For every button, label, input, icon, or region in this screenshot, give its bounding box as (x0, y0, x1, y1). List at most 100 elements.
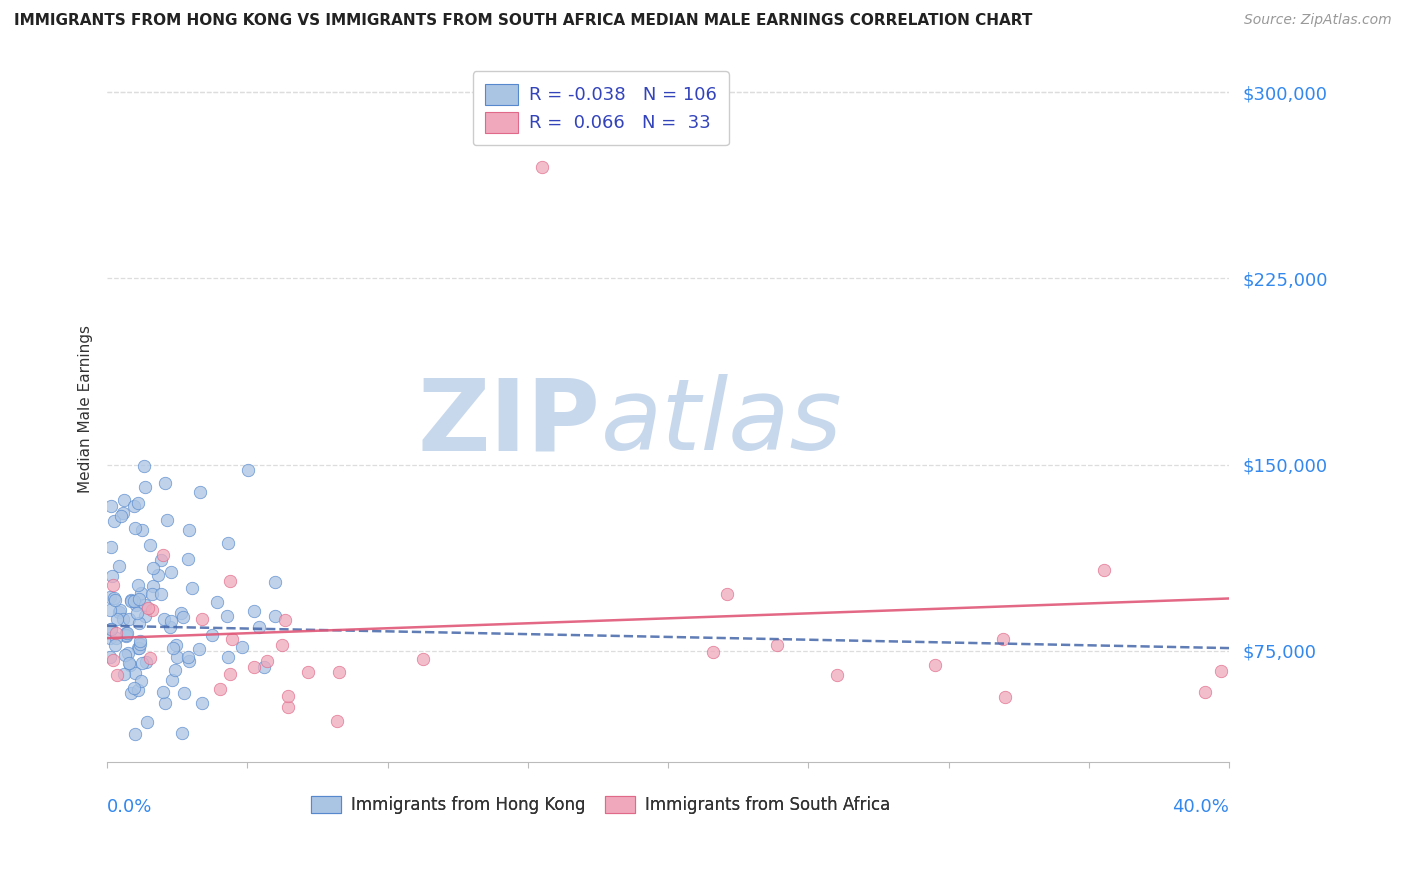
Point (135, 656, 157, 670)
Point (146, 567, 169, 582)
Point (208, 681, 231, 696)
Point (134, 609, 156, 624)
Point (188, 641, 211, 656)
Point (115, 626, 138, 640)
Point (120, 658, 142, 673)
Point (105, 612, 128, 626)
Point (108, 605, 131, 619)
Point (256, 654, 278, 668)
Text: ZIP: ZIP (418, 375, 600, 471)
Point (101, 577, 124, 591)
Point (994, 690, 1017, 705)
Point (172, 609, 194, 624)
Point (104, 593, 127, 607)
Point (1211, 664, 1233, 678)
Point (136, 601, 159, 615)
Point (120, 686, 142, 700)
Point (141, 587, 163, 601)
Point (219, 574, 242, 588)
Point (98, 631, 121, 645)
Point (136, 715, 159, 730)
Point (110, 509, 132, 524)
Point (274, 613, 297, 627)
Text: 40.0%: 40.0% (1173, 797, 1229, 815)
Point (247, 620, 270, 634)
Point (134, 598, 156, 612)
Point (153, 696, 176, 710)
Point (114, 648, 136, 663)
Point (110, 603, 132, 617)
Point (530, 160, 553, 174)
Point (142, 560, 165, 574)
Point (277, 690, 299, 704)
Point (924, 658, 946, 673)
Point (215, 609, 238, 624)
Point (129, 673, 152, 688)
Point (117, 647, 139, 661)
Point (103, 514, 125, 528)
Point (991, 632, 1014, 647)
Point (141, 602, 163, 616)
Point (152, 548, 174, 562)
Point (221, 632, 243, 647)
Point (128, 641, 150, 656)
Point (166, 650, 188, 665)
Text: Source: ZipAtlas.com: Source: ZipAtlas.com (1244, 13, 1392, 28)
Point (326, 714, 349, 729)
Point (112, 492, 135, 507)
Point (125, 598, 148, 612)
Point (328, 665, 350, 679)
Point (716, 587, 738, 601)
Point (105, 668, 128, 682)
Point (98, 650, 121, 665)
Point (176, 649, 198, 664)
Point (128, 591, 150, 606)
Point (142, 579, 165, 593)
Point (188, 485, 211, 500)
Point (118, 612, 141, 626)
Point (124, 665, 146, 680)
Point (231, 640, 253, 655)
Point (129, 586, 152, 600)
Legend: Immigrants from Hong Kong, Immigrants from South Africa: Immigrants from Hong Kong, Immigrants fr… (304, 789, 897, 821)
Point (131, 523, 153, 537)
Point (139, 538, 162, 552)
Point (153, 612, 176, 626)
Point (120, 594, 142, 608)
Point (219, 666, 242, 681)
Point (253, 660, 276, 674)
Point (217, 650, 239, 665)
Point (264, 609, 287, 624)
Point (111, 506, 134, 520)
Text: atlas: atlas (600, 375, 842, 471)
Point (105, 631, 128, 645)
Point (270, 638, 292, 652)
Point (191, 612, 214, 626)
Point (243, 660, 266, 674)
Point (162, 640, 184, 655)
Point (765, 638, 787, 652)
Point (179, 523, 201, 537)
Point (172, 726, 194, 740)
Point (122, 681, 145, 695)
Point (127, 607, 149, 621)
Point (160, 673, 183, 688)
Point (122, 594, 145, 608)
Point (98, 590, 121, 604)
Point (122, 500, 145, 514)
Point (131, 657, 153, 671)
Point (150, 587, 173, 601)
Point (134, 479, 156, 493)
Point (1092, 563, 1115, 577)
Point (114, 628, 136, 642)
Point (165, 638, 187, 652)
Point (191, 696, 214, 710)
Point (100, 540, 122, 554)
Point (127, 641, 149, 656)
Point (264, 574, 287, 589)
Point (128, 615, 150, 630)
Point (1194, 685, 1216, 699)
Point (242, 604, 264, 618)
Point (100, 622, 122, 636)
Point (100, 499, 122, 513)
